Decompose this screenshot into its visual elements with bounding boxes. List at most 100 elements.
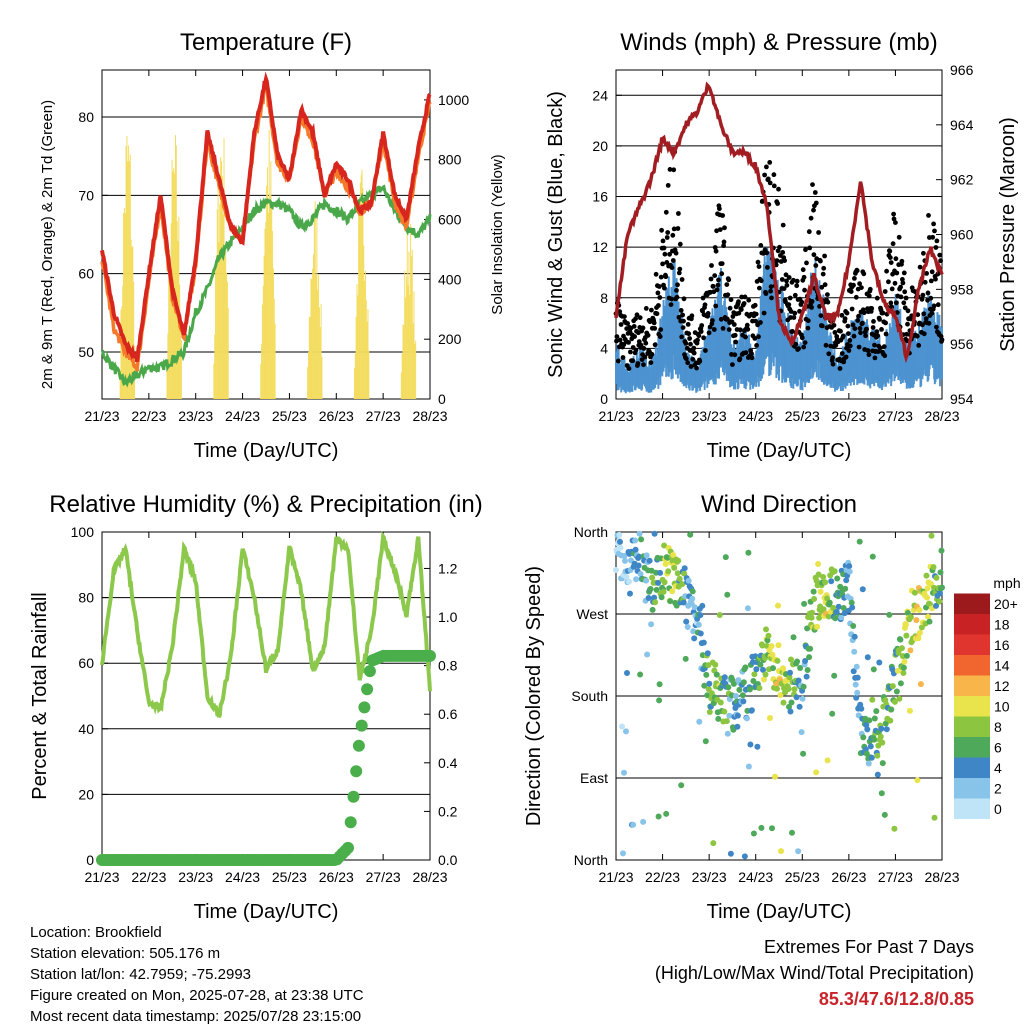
direction-series <box>613 530 945 860</box>
direction-point <box>830 604 837 611</box>
y2-tick-label: 1000 <box>438 92 469 108</box>
gust-point <box>665 230 671 235</box>
legend-swatch <box>954 737 990 758</box>
gust-point <box>678 308 684 313</box>
gust-point <box>665 183 671 188</box>
chart-title: Relative Humidity (%) & Precipitation (i… <box>49 491 482 518</box>
gust-point <box>801 344 807 350</box>
gust-point <box>831 322 837 328</box>
gust-point <box>856 313 861 319</box>
direction-point <box>716 612 723 618</box>
gust-point <box>731 322 737 327</box>
gust-point <box>685 360 691 366</box>
direction-point <box>928 532 935 539</box>
gust-point <box>929 310 935 316</box>
direction-point <box>617 544 624 551</box>
gust-point <box>915 312 921 318</box>
gust-point <box>701 335 706 341</box>
gust-point <box>765 265 770 270</box>
gust-point <box>763 291 769 296</box>
x-tick-label: 23/23 <box>178 408 213 424</box>
direction-point <box>762 671 769 678</box>
x-tick-label: 26/23 <box>319 408 354 424</box>
gust-point <box>851 333 857 339</box>
gust-point <box>636 339 642 344</box>
extremes-summary: Extremes For Past 7 Days (High/Low/Max W… <box>655 934 974 1012</box>
gust-point <box>866 293 872 299</box>
direction-point <box>658 594 665 601</box>
direction-point <box>801 600 808 607</box>
gust-point <box>920 292 926 298</box>
x-tick-label: 21/23 <box>598 408 633 424</box>
direction-point <box>891 825 898 832</box>
gust-point <box>930 234 936 240</box>
y2-tick-label: 960 <box>950 227 974 243</box>
gust-point <box>673 250 679 256</box>
direction-point <box>655 813 662 820</box>
y-tick-label: North <box>574 524 608 540</box>
y2-tick-label: 0.2 <box>438 803 458 819</box>
gust-point <box>632 334 637 339</box>
gust-point <box>656 303 661 308</box>
direction-point <box>705 686 712 693</box>
gust-point <box>901 300 907 306</box>
direction-point <box>689 595 696 602</box>
gust-point <box>710 284 716 289</box>
direction-point <box>882 720 889 727</box>
gust-point <box>921 311 927 317</box>
gust-point <box>753 318 759 324</box>
gust-point <box>742 294 748 300</box>
gust-point <box>724 282 730 287</box>
plot-frame <box>101 531 431 861</box>
gust-point <box>838 328 843 334</box>
gust-point <box>852 326 858 331</box>
direction-point <box>856 538 863 545</box>
direction-point <box>717 699 724 706</box>
gust-point <box>633 316 638 322</box>
direction-point <box>759 642 766 649</box>
x-tick-label: 24/23 <box>738 869 773 885</box>
direction-point <box>901 658 908 665</box>
y2-tick-label: 0.8 <box>438 658 458 674</box>
gust-point <box>669 296 674 302</box>
gust-point <box>914 333 920 339</box>
gust-point <box>883 320 888 326</box>
gust-point <box>818 258 823 264</box>
gust-point <box>919 296 925 302</box>
direction-point <box>846 563 853 570</box>
y2-tick-label: 966 <box>950 62 974 78</box>
gust-point <box>667 167 673 172</box>
direction-point <box>626 578 632 585</box>
gust-point <box>850 322 856 328</box>
y2-tick-label: 956 <box>950 336 974 352</box>
gust-point <box>903 295 909 301</box>
gust-point <box>777 244 782 250</box>
gust-point <box>649 351 655 357</box>
direction-point <box>814 623 821 630</box>
legend-label: 4 <box>994 760 1002 776</box>
direction-point <box>763 626 769 633</box>
direction-point <box>775 642 782 649</box>
gust-point <box>654 311 660 317</box>
x-tick-label: 23/23 <box>178 869 213 885</box>
gust-point <box>649 307 654 313</box>
gust-point <box>660 261 665 267</box>
direction-point <box>850 623 857 629</box>
gust-point <box>791 315 797 320</box>
gust-point <box>722 225 727 231</box>
gust-point <box>756 264 762 269</box>
direction-point <box>849 604 856 611</box>
direction-point <box>660 588 667 595</box>
x-tick-label: 25/23 <box>272 869 307 885</box>
direction-point <box>661 579 668 586</box>
direction-point <box>802 658 809 664</box>
gust-point <box>743 334 748 340</box>
gust-point <box>703 348 708 353</box>
x-tick-label: 25/23 <box>785 869 820 885</box>
direction-point <box>877 733 884 740</box>
gust-point <box>904 331 909 337</box>
gust-point <box>863 333 868 339</box>
gust-point <box>725 292 731 298</box>
y-tick-label: 100 <box>71 524 95 540</box>
direction-point <box>835 603 842 610</box>
